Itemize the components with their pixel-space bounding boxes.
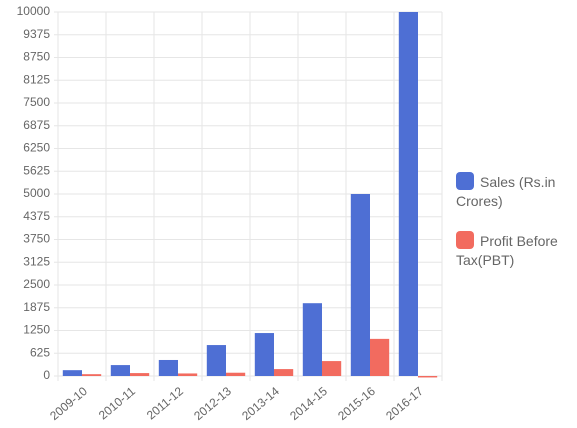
bar xyxy=(130,373,150,376)
y-tick-label: 4375 xyxy=(23,209,50,223)
y-tick-label: 0 xyxy=(43,368,50,382)
y-tick-label: 8125 xyxy=(23,72,50,86)
legend: Sales (Rs.in Crores) Profit Before Tax(PB… xyxy=(456,172,574,290)
bar xyxy=(158,359,178,376)
x-tick-label: 2009-10 xyxy=(47,384,90,423)
y-tick-label: 8750 xyxy=(23,50,50,64)
x-tick-label: 2011-12 xyxy=(144,384,186,423)
y-tick-label: 3125 xyxy=(23,254,50,268)
bar xyxy=(226,372,246,376)
legend-swatch xyxy=(456,172,474,190)
legend-item[interactable]: Profit Before Tax(PBT) xyxy=(456,231,574,270)
y-tick-label: 2500 xyxy=(23,277,50,291)
x-tick-label: 2014-15 xyxy=(287,384,330,423)
bar xyxy=(110,365,130,376)
bar xyxy=(370,338,390,376)
x-tick-label: 2012-13 xyxy=(191,384,234,423)
y-tick-label: 3750 xyxy=(23,232,50,246)
bar xyxy=(82,374,102,376)
y-tick-label: 5000 xyxy=(23,186,50,200)
bar xyxy=(254,333,274,376)
x-tick-label: 2016-17 xyxy=(383,384,426,423)
x-tick-label: 2010-11 xyxy=(96,384,138,423)
legend-swatch xyxy=(456,231,474,249)
y-tick-label: 1250 xyxy=(23,323,50,337)
legend-label: Sales (Rs.in Crores) xyxy=(456,174,556,209)
y-tick-label: 6875 xyxy=(23,118,50,132)
bar xyxy=(302,303,322,376)
bar xyxy=(178,373,198,376)
bar xyxy=(274,369,294,376)
bar xyxy=(398,12,418,376)
bar xyxy=(322,361,342,376)
x-tick-label: 2015-16 xyxy=(335,384,378,423)
legend-label: Profit Before Tax(PBT) xyxy=(456,233,558,268)
y-tick-label: 7500 xyxy=(23,95,50,109)
bar xyxy=(62,370,82,376)
bar xyxy=(206,345,226,376)
y-tick-label: 6250 xyxy=(23,141,50,155)
x-tick-label: 2013-14 xyxy=(239,384,282,423)
y-tick-label: 5625 xyxy=(23,163,50,177)
legend-item[interactable]: Sales (Rs.in Crores) xyxy=(456,172,574,211)
y-tick-label: 1875 xyxy=(23,300,50,314)
y-tick-label: 10000 xyxy=(17,4,51,18)
bar xyxy=(350,194,370,376)
y-tick-label: 625 xyxy=(30,345,50,359)
y-tick-label: 9375 xyxy=(23,27,50,41)
bar xyxy=(418,376,438,378)
